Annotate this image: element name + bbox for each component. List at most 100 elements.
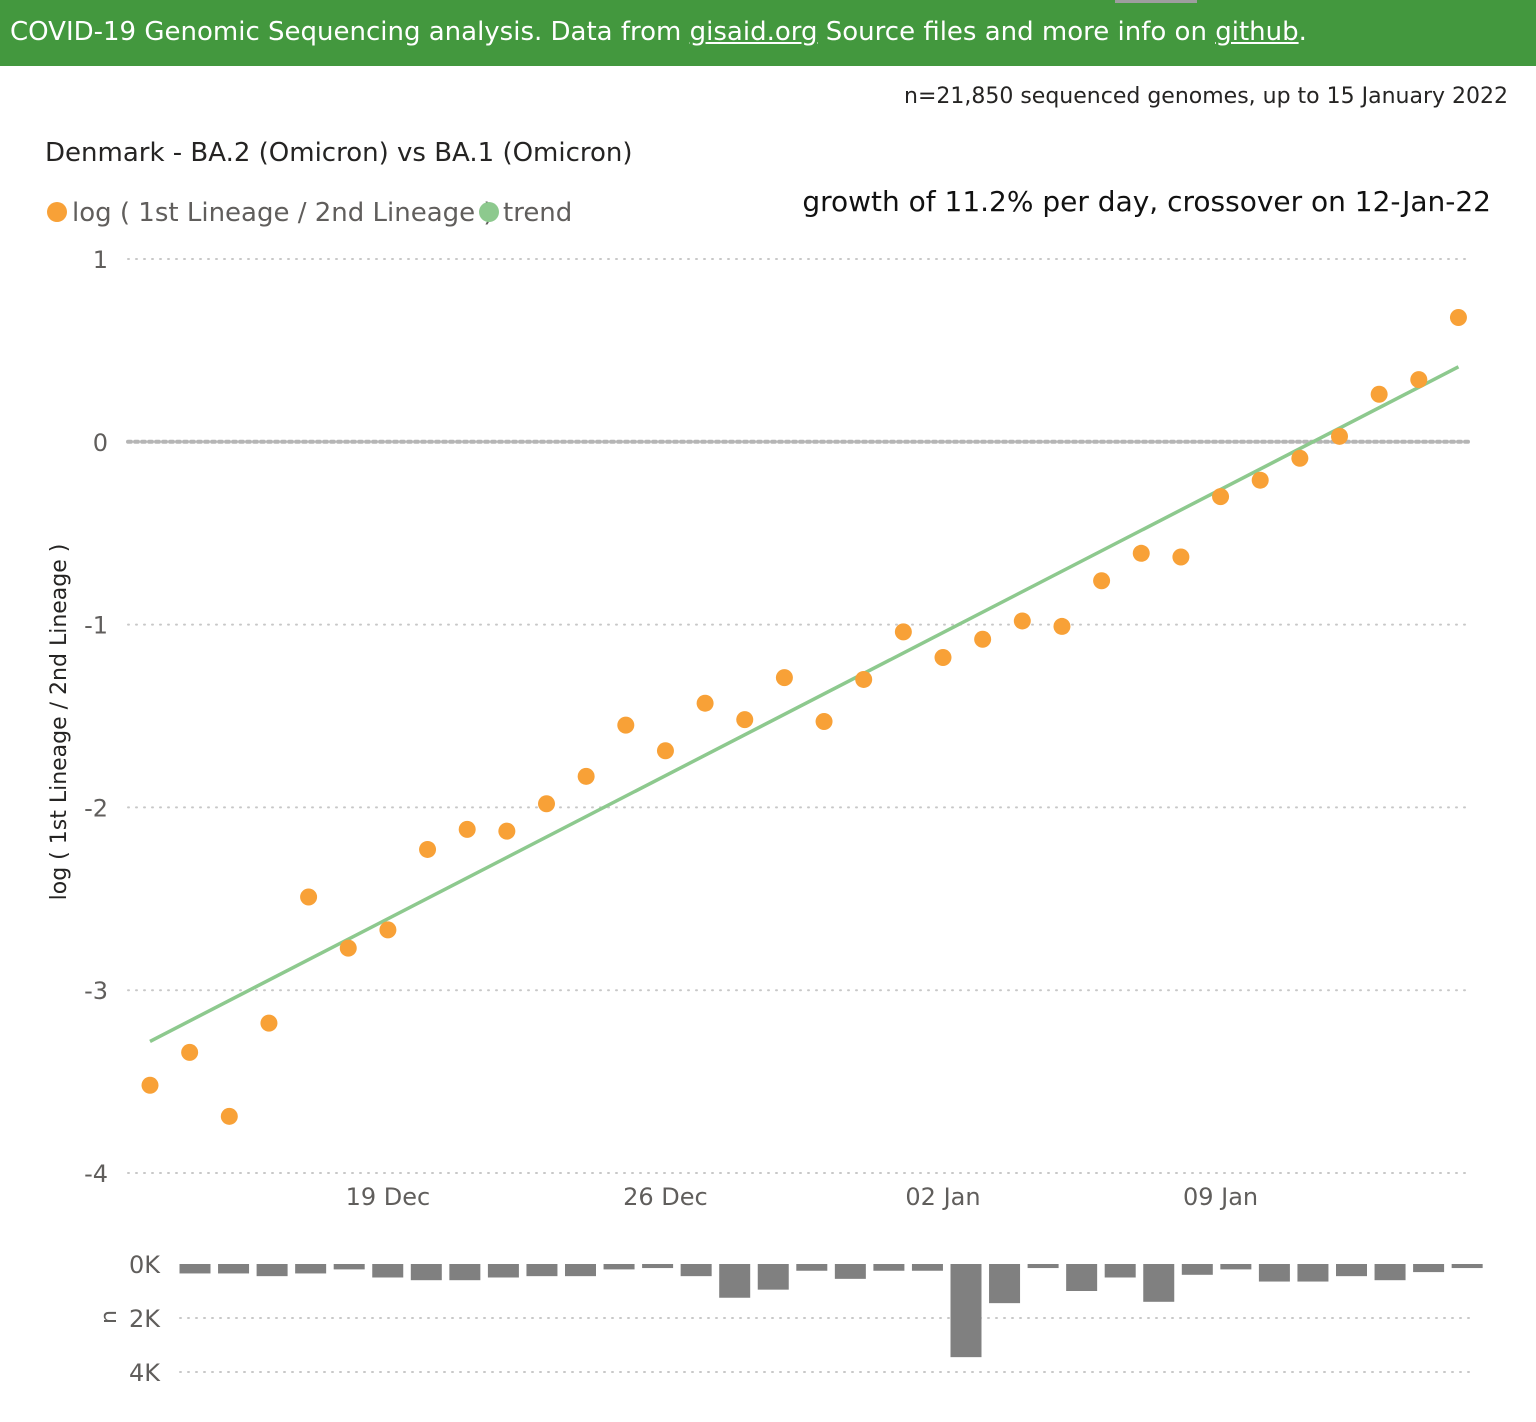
bar-y-tick-labels: 0K 2K 4K: [129, 1251, 161, 1387]
count-bar: [410, 1264, 442, 1281]
data-point: [1013, 612, 1031, 630]
scroll-indicator: [1115, 0, 1197, 3]
data-point: [538, 795, 555, 813]
bar-gridlines: [179, 1317, 1477, 1373]
data-point: [181, 1043, 199, 1061]
data-point: [1370, 385, 1388, 403]
y-tick-label: 0: [93, 429, 108, 457]
data-point: [260, 1014, 278, 1032]
count-bar: [1451, 1264, 1483, 1269]
count-bar: [719, 1264, 751, 1298]
data-point: [656, 742, 674, 760]
points-layer: [141, 308, 1467, 1125]
data-point: [339, 939, 357, 957]
banner-text-prefix: COVID-19 Genomic Sequencing analysis. Da…: [10, 17, 690, 47]
count-bar: [1143, 1264, 1175, 1302]
count-bar: [1027, 1264, 1059, 1269]
banner-text-suffix: .: [1298, 17, 1307, 47]
bar-y-tick-label: 2K: [129, 1305, 161, 1333]
data-point: [1172, 548, 1190, 566]
count-bar: [989, 1264, 1021, 1304]
x-tick-label: 26 Dec: [623, 1183, 708, 1211]
main-y-tick-labels: 1 0 -1 -2 -3 -4: [84, 246, 108, 1188]
count-bar: [565, 1264, 596, 1277]
data-point: [815, 712, 833, 730]
count-bar: [1181, 1264, 1213, 1275]
count-bar: [1374, 1264, 1406, 1281]
count-bar: [642, 1264, 674, 1269]
y-tick-label: 1: [93, 246, 108, 274]
count-bar: [1066, 1264, 1098, 1291]
count-bar: [1413, 1264, 1445, 1273]
y-tick-label: -4: [84, 1160, 108, 1188]
legend-points-label: log ( 1st Lineage / 2nd Lineage ): [72, 198, 494, 228]
data-point: [498, 822, 516, 840]
legend: log ( 1st Lineage / 2nd Lineage ) trend: [47, 198, 572, 228]
bars-layer: [179, 1264, 1483, 1358]
sample-count-note: n=21,850 sequenced genomes, up to 15 Jan…: [904, 84, 1508, 109]
count-bar: [218, 1264, 250, 1274]
data-point: [1053, 617, 1071, 635]
data-point: [974, 630, 992, 648]
count-bar: [295, 1264, 327, 1274]
trend-line: [149, 365, 1460, 1043]
main-x-tick-labels: 19 Dec 26 Dec 02 Jan 09 Jan: [346, 1183, 1259, 1211]
count-bar: [950, 1264, 982, 1358]
top-banner: COVID-19 Genomic Sequencing analysis. Da…: [0, 0, 1536, 66]
data-point: [934, 649, 952, 667]
github-link[interactable]: github: [1215, 17, 1299, 47]
data-point: [1331, 427, 1348, 445]
count-bar: [256, 1264, 288, 1277]
trend-layer: [149, 365, 1460, 1043]
count-bar: [449, 1264, 481, 1281]
count-bar: [757, 1264, 789, 1290]
data-point: [1251, 471, 1269, 489]
count-bar: [487, 1264, 519, 1278]
banner-text-middle: Source files and more info on: [817, 17, 1216, 47]
count-bar: [1220, 1264, 1252, 1270]
banner-text: COVID-19 Genomic Sequencing analysis. Da…: [0, 0, 1536, 64]
legend-points-marker: [47, 202, 67, 222]
count-bar: [1336, 1264, 1367, 1277]
data-point: [1291, 449, 1309, 467]
growth-annotation: growth of 11.2% per day, crossover on 12…: [802, 185, 1491, 218]
data-point: [696, 694, 714, 712]
data-point: [1449, 308, 1467, 326]
data-point: [220, 1107, 238, 1125]
count-bar: [796, 1264, 828, 1271]
count-bar: [680, 1264, 712, 1277]
bar-y-tick-label: 4K: [129, 1359, 161, 1387]
count-bar: [333, 1264, 365, 1270]
count-bar: [834, 1264, 866, 1279]
data-point: [855, 670, 873, 688]
count-bar: [873, 1264, 905, 1271]
data-point: [617, 716, 635, 734]
data-point: [419, 840, 437, 858]
gisaid-link[interactable]: gisaid.org: [689, 17, 818, 47]
legend-trend-label: trend: [503, 198, 572, 228]
y-axis-title: log ( 1st Lineage / 2nd Lineage ): [47, 544, 72, 901]
count-bar: [1258, 1264, 1290, 1282]
data-point: [379, 921, 397, 939]
y-tick-label: -1: [84, 612, 108, 640]
count-bar: [1297, 1264, 1329, 1282]
data-point: [1212, 488, 1230, 506]
data-point: [577, 767, 595, 785]
count-bar: [526, 1264, 558, 1277]
data-point: [775, 669, 793, 687]
count-bar: [179, 1264, 211, 1274]
x-tick-label: 02 Jan: [905, 1183, 980, 1211]
main-gridlines: [126, 258, 1474, 1174]
count-bar: [372, 1264, 404, 1278]
y-tick-label: -3: [84, 977, 108, 1005]
count-bar: [1104, 1264, 1136, 1278]
data-point: [300, 888, 318, 906]
data-point: [736, 711, 754, 729]
chart-title: Denmark - BA.2 (Omicron) vs BA.1 (Omicro…: [45, 138, 633, 168]
data-point: [894, 623, 912, 641]
x-tick-label: 19 Dec: [346, 1183, 431, 1211]
data-point: [1093, 572, 1111, 590]
data-point: [141, 1076, 159, 1094]
legend-trend-marker: [479, 202, 499, 222]
data-point: [1410, 371, 1428, 389]
